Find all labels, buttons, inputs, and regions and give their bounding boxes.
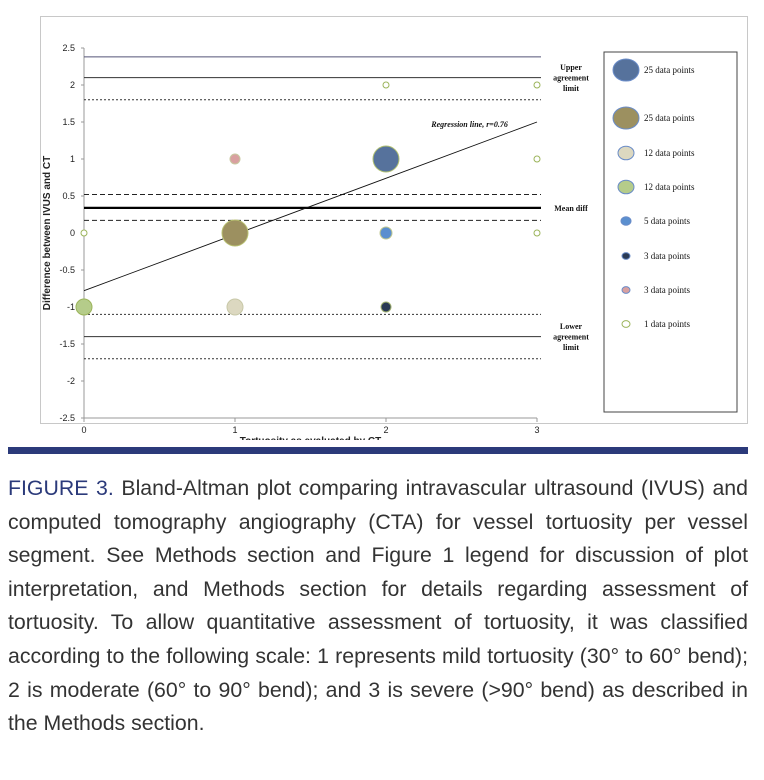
legend-marker xyxy=(617,145,635,161)
legend-marker xyxy=(621,252,631,260)
figure-caption: FIGURE 3. Bland-Altman plot comparing in… xyxy=(8,472,748,741)
y-tick-label: 2.5 xyxy=(62,43,75,53)
legend-box xyxy=(603,51,738,413)
legend-label: 12 data points xyxy=(644,182,695,192)
data-point xyxy=(533,155,541,163)
y-tick-label: -2 xyxy=(67,376,75,386)
legend-label: 1 data points xyxy=(644,319,690,329)
legend-label: 3 data points xyxy=(644,285,690,295)
legend-marker xyxy=(621,286,631,294)
y-tick-label: -0.5 xyxy=(59,265,75,275)
bland-altman-chart: 2.5 2 1.5 1 0.5 0 -0.5 -1 -1.5 -2 -2.5 0 1 2 3 Tortuosi… xyxy=(42,43,738,440)
x-axis-label: Tortuosity as evaluated by CT xyxy=(240,436,382,440)
data-point xyxy=(533,229,541,237)
annotation-text: Upper xyxy=(560,63,582,72)
data-point xyxy=(226,298,244,316)
annotation-text: limit xyxy=(563,84,579,93)
caption-label: FIGURE 3. xyxy=(8,476,114,500)
legend-label: 3 data points xyxy=(644,251,690,261)
y-tick-label: -1.5 xyxy=(59,339,75,349)
x-tick-label: 1 xyxy=(232,425,237,435)
x-tick-label: 0 xyxy=(81,425,86,435)
annotation-text: Mean diff xyxy=(554,204,588,213)
legend-label: 25 data points xyxy=(644,65,695,75)
annotation-text: Lower xyxy=(560,322,583,331)
x-tick-label: 2 xyxy=(383,425,388,435)
data-point xyxy=(380,301,392,313)
legend-marker xyxy=(612,106,640,130)
data-point xyxy=(221,219,249,247)
caption-text: Bland-Altman plot comparing intravascula… xyxy=(8,476,748,736)
regression-label: Regression line, r=0.76 xyxy=(430,120,508,129)
legend-marker xyxy=(612,58,640,82)
legend-marker xyxy=(620,216,632,226)
y-tick-label: 0.5 xyxy=(62,191,75,201)
y-axis-label: Difference between IVUS and CT xyxy=(42,156,53,310)
y-tick-label: 1 xyxy=(70,154,75,164)
legend-label: 5 data points xyxy=(644,216,690,226)
data-point xyxy=(382,81,390,89)
data-point xyxy=(229,153,241,165)
legend-marker xyxy=(621,320,631,328)
y-tick-label: 1.5 xyxy=(62,117,75,127)
y-tick-label: -2.5 xyxy=(59,413,75,423)
data-point xyxy=(533,81,541,89)
data-point xyxy=(80,229,88,237)
legend-label: 12 data points xyxy=(644,148,695,158)
annotation-text: agreement xyxy=(553,333,589,342)
x-tick-label: 3 xyxy=(534,425,539,435)
annotation-text: agreement xyxy=(553,74,589,83)
data-point xyxy=(379,226,393,240)
y-tick-label: -1 xyxy=(67,302,75,312)
chart-frame xyxy=(40,16,748,424)
legend-marker xyxy=(617,179,635,195)
legend-label: 25 data points xyxy=(644,113,695,123)
y-tick-label: 0 xyxy=(70,228,75,238)
annotation-text: limit xyxy=(563,343,579,352)
caption-divider xyxy=(8,447,748,454)
y-tick-label: 2 xyxy=(70,80,75,90)
regression-line xyxy=(83,121,538,292)
data-point xyxy=(75,298,93,316)
data-point xyxy=(372,145,400,173)
